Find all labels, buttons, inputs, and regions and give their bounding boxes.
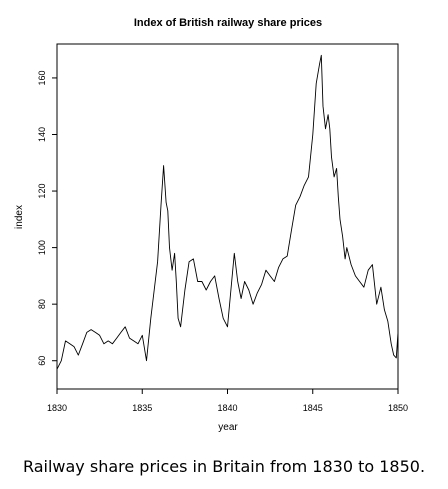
line-chart: Index of British railway share prices 60… [14, 17, 408, 433]
y-axis-label: index [14, 205, 25, 229]
series-layer [56, 54, 399, 370]
y-axis: 60 80 100 120 140 160 [37, 70, 57, 366]
x-tick-label: 1850 [388, 403, 408, 413]
y-tick-label: 80 [37, 299, 47, 309]
series-line [56, 54, 399, 370]
x-axis-label: year [218, 422, 238, 433]
chart-title: Index of British railway share prices [134, 17, 322, 29]
x-axis: 1830 1835 1840 1845 1850 [47, 389, 408, 413]
y-tick-label: 120 [37, 184, 47, 199]
y-tick-label: 100 [37, 240, 47, 255]
plot-frame [56, 43, 399, 390]
x-tick-label: 1835 [132, 403, 152, 413]
y-tick-label: 60 [37, 356, 47, 366]
x-tick-label: 1840 [217, 403, 237, 413]
figure-caption: Railway share prices in Britain from 183… [22, 457, 426, 476]
y-tick-label: 140 [37, 127, 47, 142]
x-tick-label: 1830 [47, 403, 67, 413]
x-tick-label: 1845 [303, 403, 323, 413]
y-tick-label: 160 [37, 70, 47, 85]
